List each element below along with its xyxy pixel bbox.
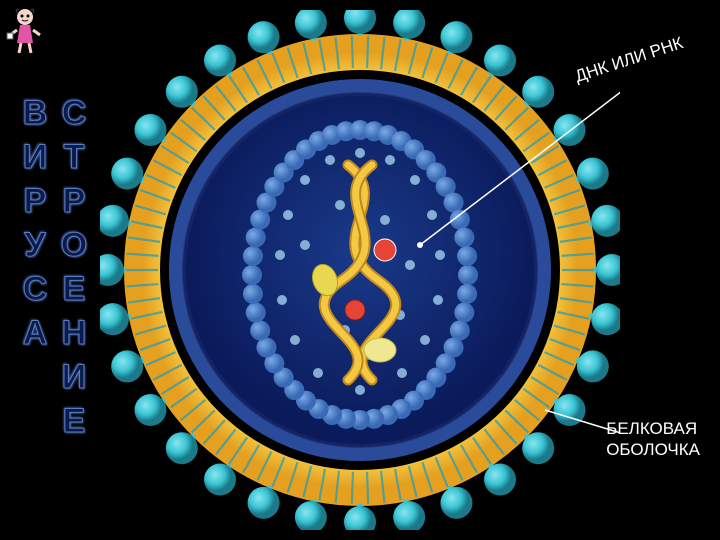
label-protein-coat: БЕЛКОВАЯ ОБОЛОЧКА — [606, 419, 700, 460]
label-protein-line1: БЕЛКОВАЯ — [606, 419, 697, 438]
slide-title: СТРОЕНИЕ ВИРУСА — [15, 94, 93, 446]
label-protein-line2: ОБОЛОЧКА — [606, 440, 700, 459]
virus-diagram — [100, 10, 620, 530]
mascot-icon — [5, 5, 45, 55]
